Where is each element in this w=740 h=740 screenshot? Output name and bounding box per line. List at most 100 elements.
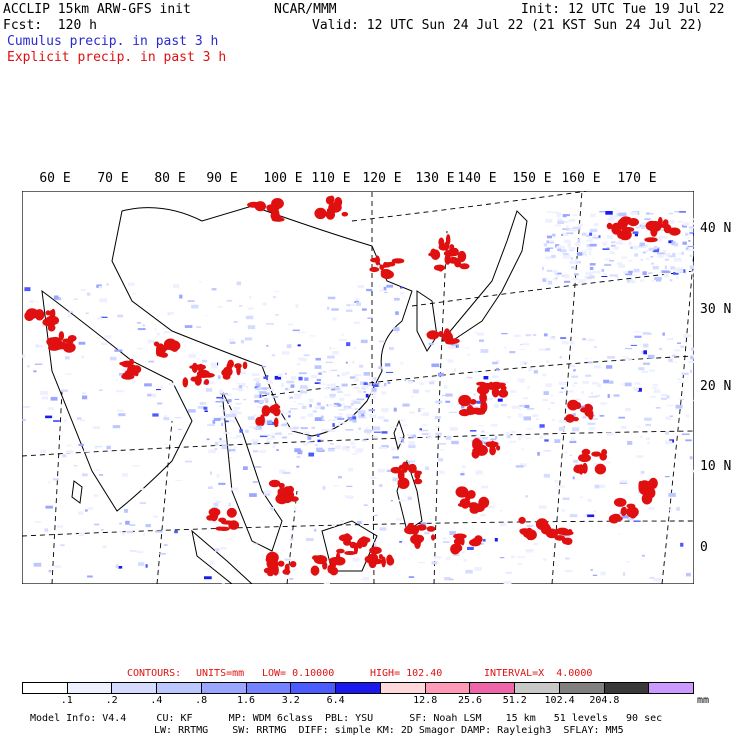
cumulus-cell — [48, 481, 51, 484]
cumulus-cell — [229, 341, 236, 344]
cumulus-cell — [536, 418, 539, 420]
cumulus-cell — [335, 445, 341, 450]
cumulus-cell — [394, 297, 400, 301]
cumulus-cell — [525, 495, 528, 498]
cumulus-cell — [338, 476, 342, 479]
cumulus-cell — [366, 288, 373, 292]
cumulus-cell — [147, 393, 154, 397]
lon-line-120e — [371, 191, 375, 584]
cumulus-cell — [603, 379, 610, 384]
explicit-contour — [45, 310, 51, 316]
cumulus-cell — [578, 280, 582, 283]
cumulus-cell — [559, 356, 562, 359]
cumulus-cell — [263, 376, 268, 379]
cumulus-cell — [561, 509, 565, 512]
cumulus-cell — [592, 574, 598, 576]
cumulus-cell — [584, 358, 588, 360]
cumulus-cell — [97, 317, 102, 320]
cumulus-cell — [226, 538, 234, 540]
explicit-contour — [495, 445, 501, 451]
cumulus-cell — [252, 481, 258, 483]
cumulus-cell — [298, 376, 303, 381]
cumulus-cell — [228, 502, 231, 507]
cumulus-cell — [143, 533, 145, 536]
cumulus-cell — [651, 280, 654, 282]
cumulus-cell — [438, 458, 444, 462]
cumulus-cell — [35, 344, 39, 348]
cumulus-cell — [522, 343, 530, 346]
cumulus-cell — [316, 447, 323, 452]
cumulus-cell — [303, 431, 310, 435]
cumulus-cell — [671, 241, 676, 246]
cumulus-cell — [674, 211, 680, 213]
cumulus-cell — [689, 232, 694, 235]
explicit-contour — [386, 261, 396, 267]
cumulus-cell — [550, 394, 554, 397]
cumulus-cell — [666, 395, 670, 399]
cumulus-cell — [461, 471, 465, 473]
cumulus-cell — [53, 420, 60, 422]
cumulus-cell — [603, 273, 607, 275]
cumulus-cell — [270, 432, 277, 434]
cumulus-cell — [585, 234, 590, 237]
cumulus-cell — [409, 411, 415, 414]
cumulus-cell — [601, 269, 605, 272]
cumulus-cell — [598, 484, 606, 489]
explicit-contour — [328, 556, 342, 565]
cumulus-cell — [351, 445, 356, 449]
cumulus-cell — [213, 417, 221, 421]
cumulus-cell — [239, 429, 243, 433]
japan-coast — [440, 210, 528, 342]
cumulus-cell — [328, 404, 335, 406]
cumulus-cell — [642, 244, 649, 247]
cumulus-cell — [431, 561, 438, 565]
cumulus-cell — [207, 424, 216, 426]
cumulus-cell — [514, 334, 521, 338]
cumulus-cell — [227, 399, 232, 403]
cumulus-cell — [204, 315, 208, 317]
cumulus-cell — [662, 249, 667, 253]
cumulus-cell — [677, 378, 682, 381]
cumulus-cell — [493, 403, 499, 408]
cumulus-cell — [338, 413, 344, 416]
explicit-contour — [471, 449, 480, 459]
cumulus-cell — [519, 349, 526, 351]
cumulus-cell — [501, 525, 507, 527]
cumulus-cell — [327, 296, 336, 300]
cumulus-cell — [34, 363, 43, 365]
cumulus-cell — [208, 486, 213, 489]
cumulus-cell — [443, 385, 448, 389]
cumulus-cell — [363, 504, 368, 506]
cumulus-cell — [692, 354, 694, 358]
explicit-contour — [578, 453, 592, 463]
cumulus-cell — [425, 389, 431, 393]
cumulus-cell — [634, 382, 641, 385]
cumulus-cell — [408, 461, 411, 465]
colorbar-segment — [336, 683, 381, 693]
cumulus-cell — [569, 514, 578, 518]
cumulus-cell — [377, 468, 385, 473]
cumulus-cell — [419, 407, 425, 410]
cumulus-cell — [451, 440, 459, 445]
explicit-contour — [369, 266, 380, 273]
cumulus-cell — [386, 371, 394, 373]
explicit-contour — [500, 385, 507, 391]
cumulus-cell — [289, 396, 294, 399]
sri-lanka-coast — [71, 480, 83, 504]
cumulus-cell — [589, 243, 597, 247]
cumulus-cell — [578, 279, 587, 283]
cumulus-cell — [290, 384, 295, 388]
cumulus-cell — [95, 469, 101, 471]
cumulus-cell — [296, 465, 300, 468]
cumulus-cell — [587, 422, 596, 425]
cumulus-cell — [630, 344, 637, 346]
cumulus-cell — [349, 376, 356, 379]
cumulus-cell — [214, 441, 219, 446]
cumulus-cell — [559, 391, 564, 394]
cumulus-cell — [42, 324, 45, 328]
cumulus-cell — [199, 281, 202, 283]
cumulus-cell — [420, 413, 425, 416]
cumulus-cell — [148, 360, 155, 363]
cumulus-cell — [522, 397, 529, 400]
cumulus-cell — [272, 444, 276, 448]
